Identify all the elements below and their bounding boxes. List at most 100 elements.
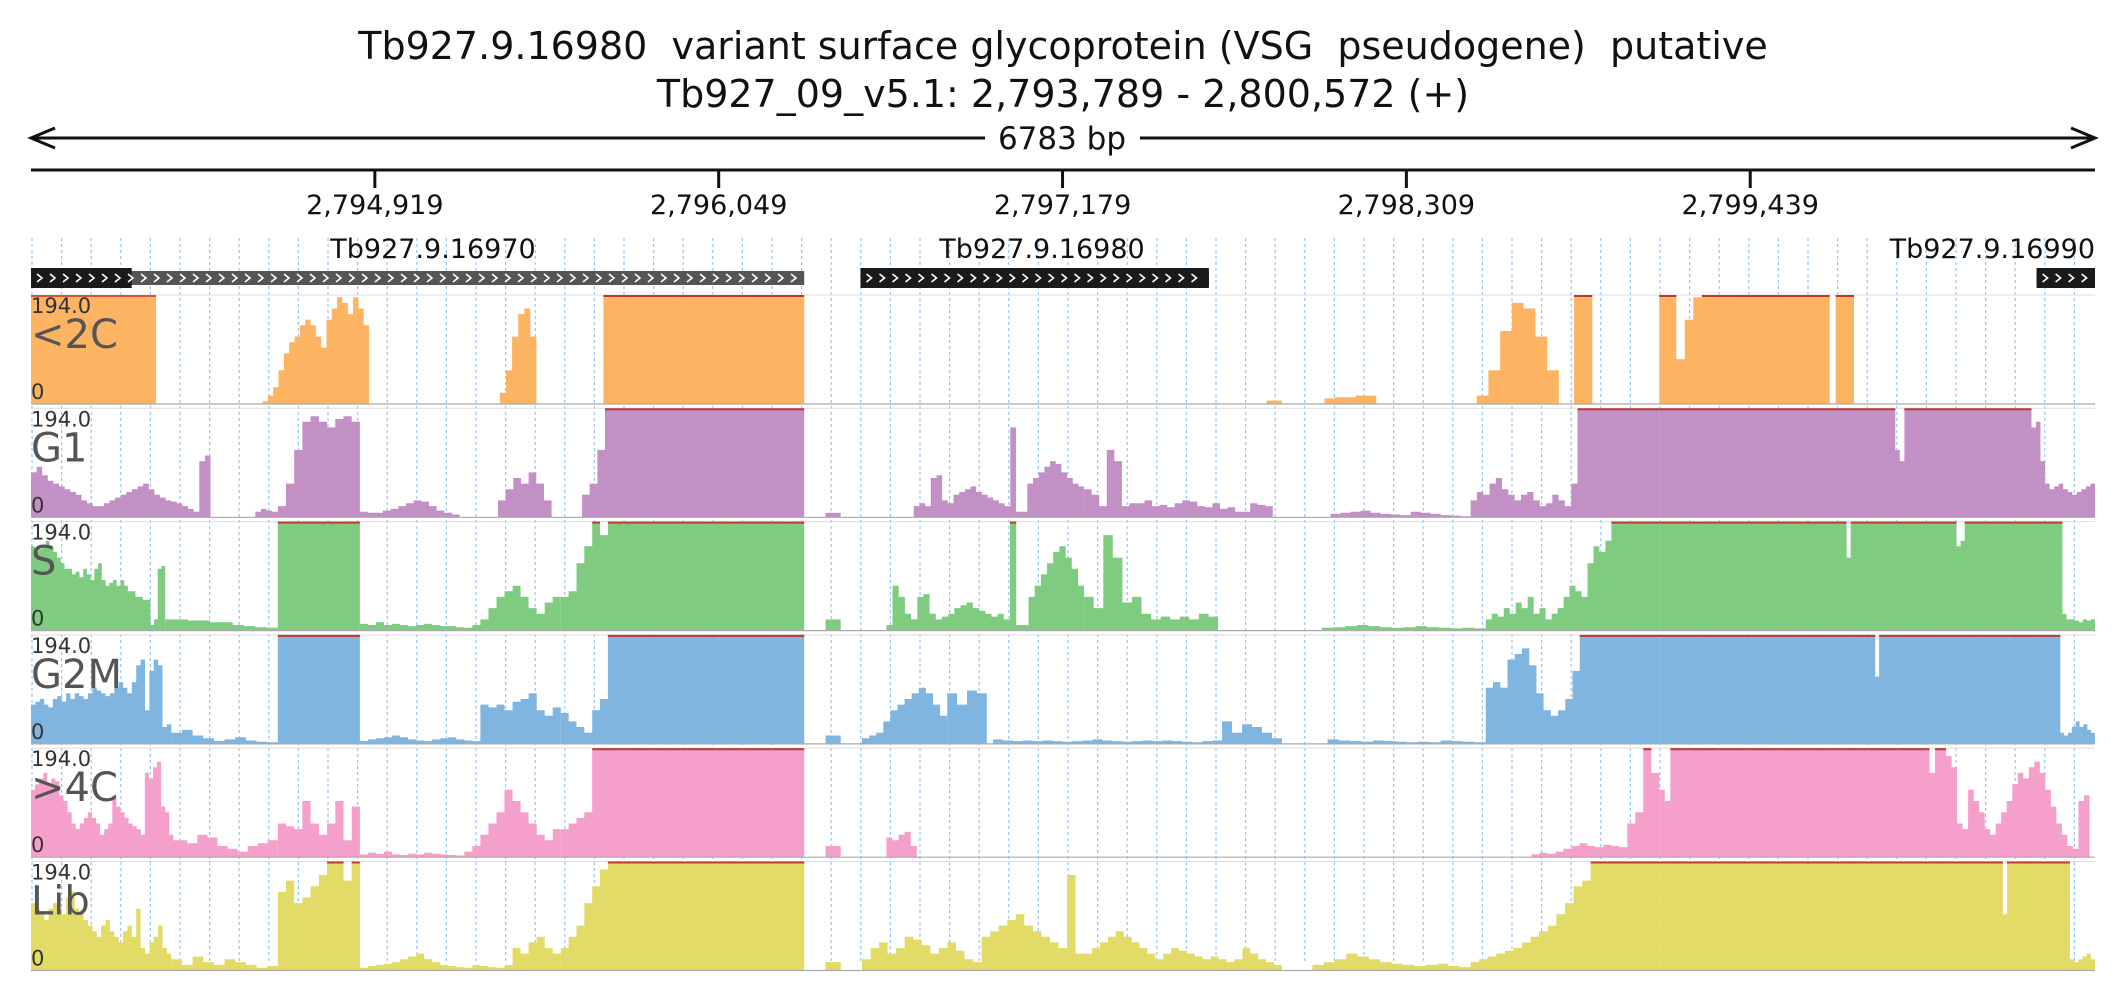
coverage-area [1531,748,1660,858]
coverage-area [1324,395,1377,404]
coverage-area [1266,400,1282,404]
track-scale-max: 194.0 [31,407,91,431]
coverage-area [825,512,841,518]
length-arrow-head-left [27,126,56,150]
coverage-area [825,962,841,971]
coverage-area [359,585,561,631]
coverage-area [1330,510,1471,518]
coverage-area [499,308,537,404]
coverage-area [947,690,987,744]
coverage-area [1476,302,1559,404]
track-scale-max: 194.0 [31,861,91,885]
coverage-area [913,427,1085,518]
axis-tick-label: 2,799,439 [1682,190,1819,221]
coverage-area [1659,748,2095,858]
coverage-area [177,834,278,858]
coverage-area [31,761,178,858]
coverage-area [31,891,172,971]
coverage-area [1312,953,1471,971]
axis-tick-label: 2,794,919 [306,190,443,221]
track-scale-min: 0 [31,607,44,631]
coverage-area [862,687,948,744]
coverage-area [1574,295,1593,404]
coverage-area [277,634,360,744]
coverage-area [1327,739,1486,744]
coverage-area [992,721,1282,744]
length-arrow-head-right [2070,126,2099,150]
track-name: G2M [31,652,122,698]
coverage-area [1659,295,1830,404]
coverage-area [603,295,805,404]
coverage-area [31,295,157,404]
coverage-area [359,789,561,858]
coverage-area [1659,408,2095,518]
coverage-area [277,861,360,971]
coverage-area [1485,634,1660,744]
coverage-area [31,455,278,518]
coverage-area [560,521,805,631]
coverage-area [1659,521,2095,631]
axis-tick-label: 2,798,309 [1338,190,1475,221]
coverage-area [1084,535,1218,631]
track-scale-min: 0 [31,947,44,971]
coverage-area [277,416,360,518]
gene-label: Tb927.9.16980 [938,234,1144,265]
coverage-area [560,861,805,971]
track-scale-min: 0 [31,833,44,857]
track-name: G1 [31,425,87,471]
coverage-area [1835,295,1854,404]
strand-chevrons [2042,273,2088,283]
coverage-area [825,735,841,744]
coverage-area [31,540,166,631]
track-scale-max: 194.0 [31,294,91,318]
coverage-area [277,521,360,631]
coverage-area [825,619,841,631]
track-scale-min: 0 [31,720,44,744]
coverage-area [862,875,1085,971]
coverage-area [1485,521,1660,631]
track-name: S [31,539,56,585]
track-scale-max: 194.0 [31,747,91,771]
gene-label: Tb927.9.16970 [329,234,535,265]
chart-title: Tb927.9.16980 variant surface glycoprote… [358,24,1768,68]
coverage-area [560,634,805,744]
gene-cds [2036,268,2095,288]
track-name: <2C [31,312,118,358]
track-scale-max: 194.0 [31,521,91,545]
axis-tick-label: 2,796,049 [650,190,787,221]
chart-subtitle: Tb927_09_v5.1: 2,793,789 - 2,800,572 (+) [656,72,1470,116]
coverage-area [1659,861,2095,971]
coverage-area [359,472,552,518]
coverage-area [277,801,360,858]
coverage-area [1470,408,1660,518]
coverage-area [171,729,278,744]
coverage-area [359,936,561,971]
track-scale-min: 0 [31,493,44,517]
coverage-area [359,693,561,744]
length-label: 6783 bp [998,121,1126,157]
track-name: >4C [31,765,118,811]
coverage-area [886,831,917,858]
track-name: Lib [31,879,90,925]
coverage-area [1321,625,1486,631]
strand-chevrons [866,273,1198,283]
coverage-area [1084,449,1273,518]
coverage-area [1659,634,2095,744]
coverage-area [560,748,805,858]
axis-tick-label: 2,797,179 [994,190,1131,221]
coverage-area [262,297,370,404]
coverage-area [165,619,278,631]
coverage-area [582,408,805,518]
coverage-area [886,521,1085,631]
coverage-area [171,956,278,971]
coverage-area [1084,931,1282,971]
track-scale-min: 0 [31,380,44,404]
coverage-area [31,659,172,744]
strand-chevrons [36,273,798,283]
coverage-area [825,846,841,858]
gene-label: Tb927.9.16990 [1889,234,2095,265]
gene-cds [860,268,1209,288]
coverage-area [1470,861,1660,971]
